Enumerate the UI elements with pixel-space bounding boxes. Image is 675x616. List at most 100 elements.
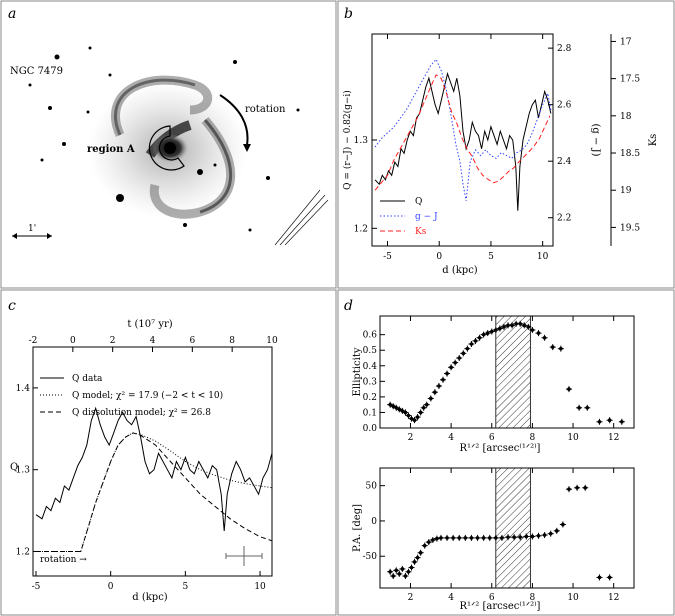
c-xtick-label: 10 xyxy=(254,582,266,592)
d-top-ytick-label: 0.0 xyxy=(363,424,378,434)
b-xtick-label: 5 xyxy=(488,252,494,262)
d-bottom-xtick-label: 4 xyxy=(448,593,454,603)
d-top-point xyxy=(403,410,408,415)
d-top-point xyxy=(518,321,523,326)
rotation-label: rotation xyxy=(245,104,286,115)
d-top-point xyxy=(489,329,494,334)
d-bottom-point xyxy=(451,536,455,540)
d-top-point xyxy=(550,345,555,349)
c-ttick-label: 2 xyxy=(110,336,116,346)
legend-b-gj: g − J xyxy=(415,212,438,222)
d-top-point xyxy=(449,365,453,370)
c-xtick-label: -5 xyxy=(32,582,41,592)
c-series-line-1 xyxy=(36,432,273,552)
d-bottom-xtick-label: 12 xyxy=(608,593,619,603)
d-bottom-point xyxy=(397,572,402,576)
d-bottom-point xyxy=(406,569,411,574)
d-top-point xyxy=(620,419,624,424)
d-top-point xyxy=(397,407,402,412)
b-series-line-2 xyxy=(374,74,551,191)
panel-a-label: a xyxy=(8,6,16,22)
d-top-ytick-label: 0.5 xyxy=(363,346,378,356)
d-top-point xyxy=(481,332,486,337)
d-bottom-point xyxy=(418,550,423,555)
d-top-point xyxy=(437,384,441,388)
panel-b-ticks: -5 0 5 10 1.2 1.3 2.2 2.4 2.6 2.8 17 17.5 18 18.5 19 19… xyxy=(354,34,640,262)
d-top-point xyxy=(559,346,563,351)
d-bottom-point xyxy=(431,538,435,542)
b-ytick-right-label: 18 xyxy=(620,112,632,122)
b-series-line-0 xyxy=(374,71,552,211)
panel-c: c -5 0 5 10 -2 0 2 4 6 8 10 1.2 1.3 1.4 t (10⁷ yr) d … xyxy=(8,298,278,603)
b-ytick-mid-label: 2.8 xyxy=(557,44,572,54)
d-bottom-xtick-label: 10 xyxy=(567,593,579,603)
d-top-point xyxy=(394,405,399,410)
panel-d: d 2 4 6 8 10 12 0.0 0.1 0.2 0.3 0.4 0.5 0.6 2 4 6 8 10 12 -… xyxy=(344,298,635,612)
b-ytick-right-label: 17 xyxy=(620,37,632,47)
d-bottom-point xyxy=(422,543,427,548)
d-bottom-ytick-label: 50 xyxy=(366,482,378,492)
d-top-point xyxy=(536,331,541,335)
panel-c-top-axis-label: t (10⁷ yr) xyxy=(127,319,172,330)
c-ytick-label: 1.3 xyxy=(16,466,31,476)
d-bottom-point xyxy=(561,522,565,527)
d-top-xtick-label: 6 xyxy=(489,433,495,443)
d-top-point xyxy=(522,323,527,328)
d-top-point xyxy=(461,351,466,356)
scale-bar-right-head xyxy=(47,233,52,239)
d-bottom-point xyxy=(409,565,414,570)
panel-d-top-ylabel: Ellipticity xyxy=(352,347,363,396)
panel-d-bottom-ylabel: P.A. [deg] xyxy=(352,504,363,552)
d-bottom-point xyxy=(567,487,571,491)
c-ttick-label: 8 xyxy=(229,336,235,346)
d-bottom-point xyxy=(391,574,396,578)
panel-c-ylabel: Q xyxy=(10,462,18,473)
d-bottom-point xyxy=(597,575,602,580)
d-top-xtick-label: 4 xyxy=(448,433,454,443)
panel-d-bottom-xlabel: R¹ᐟ² [arcsec⁽¹ᐟ²⁾] xyxy=(460,601,541,612)
b-xtick-label: -5 xyxy=(383,252,392,262)
panel-d-label: d xyxy=(344,298,353,314)
d-bottom-point xyxy=(518,535,523,539)
panel-d-frame xyxy=(337,289,675,616)
d-top-point xyxy=(510,323,514,328)
d-top-point xyxy=(429,396,433,401)
galaxy-image xyxy=(28,46,329,246)
b-ytick-right-label: 19 xyxy=(620,186,632,196)
c-xtick-label: 5 xyxy=(182,582,188,592)
scale-label: 1' xyxy=(28,224,36,234)
panel-b-legend: Q g − J Ks xyxy=(380,197,438,237)
panel-b-label: b xyxy=(344,6,353,22)
d-top-point xyxy=(465,346,470,351)
d-top-point xyxy=(494,328,498,332)
d-top-point xyxy=(477,335,482,340)
b-ytick-mid-label: 2.6 xyxy=(557,101,572,111)
panel-b-xlabel: d (kpc) xyxy=(442,265,478,276)
d-top-point xyxy=(433,390,437,395)
b-ytick-left-label: 1.3 xyxy=(354,136,369,146)
d-bottom-point xyxy=(415,555,420,560)
d-top-xtick-label: 8 xyxy=(530,433,536,443)
d-top-point xyxy=(412,418,417,423)
d-top-point xyxy=(469,342,474,346)
b-ytick-mid-label: 2.4 xyxy=(557,157,572,167)
d-bottom-point xyxy=(445,536,449,540)
d-top-ytick-label: 0.4 xyxy=(363,362,378,372)
panel-b: b -5 0 5 10 1.2 1.3 2.2 2.4 2.6 2.8 17 17.5 18 18.5 19… xyxy=(342,6,659,276)
d-top-point xyxy=(424,402,429,407)
panel-b-ylabel-left: Q = (r−J) − 0.82(g−i) xyxy=(342,90,353,190)
d-bottom-shaded-band xyxy=(495,467,531,589)
d-bottom-point xyxy=(536,533,541,538)
d-top-point xyxy=(530,328,535,332)
d-top-xtick-label: 2 xyxy=(408,433,414,443)
d-bottom-point xyxy=(469,536,474,540)
d-top-point xyxy=(498,326,502,331)
legend-c-data: Q data xyxy=(72,374,103,384)
d-bottom-point xyxy=(487,536,492,540)
panel-c-error-bar xyxy=(225,546,263,566)
panel-a-frame xyxy=(0,0,337,289)
c-series-line-0 xyxy=(35,406,273,532)
d-top-point xyxy=(473,339,478,343)
c-ttick-label: -2 xyxy=(29,336,38,346)
d-top-point xyxy=(409,416,414,421)
